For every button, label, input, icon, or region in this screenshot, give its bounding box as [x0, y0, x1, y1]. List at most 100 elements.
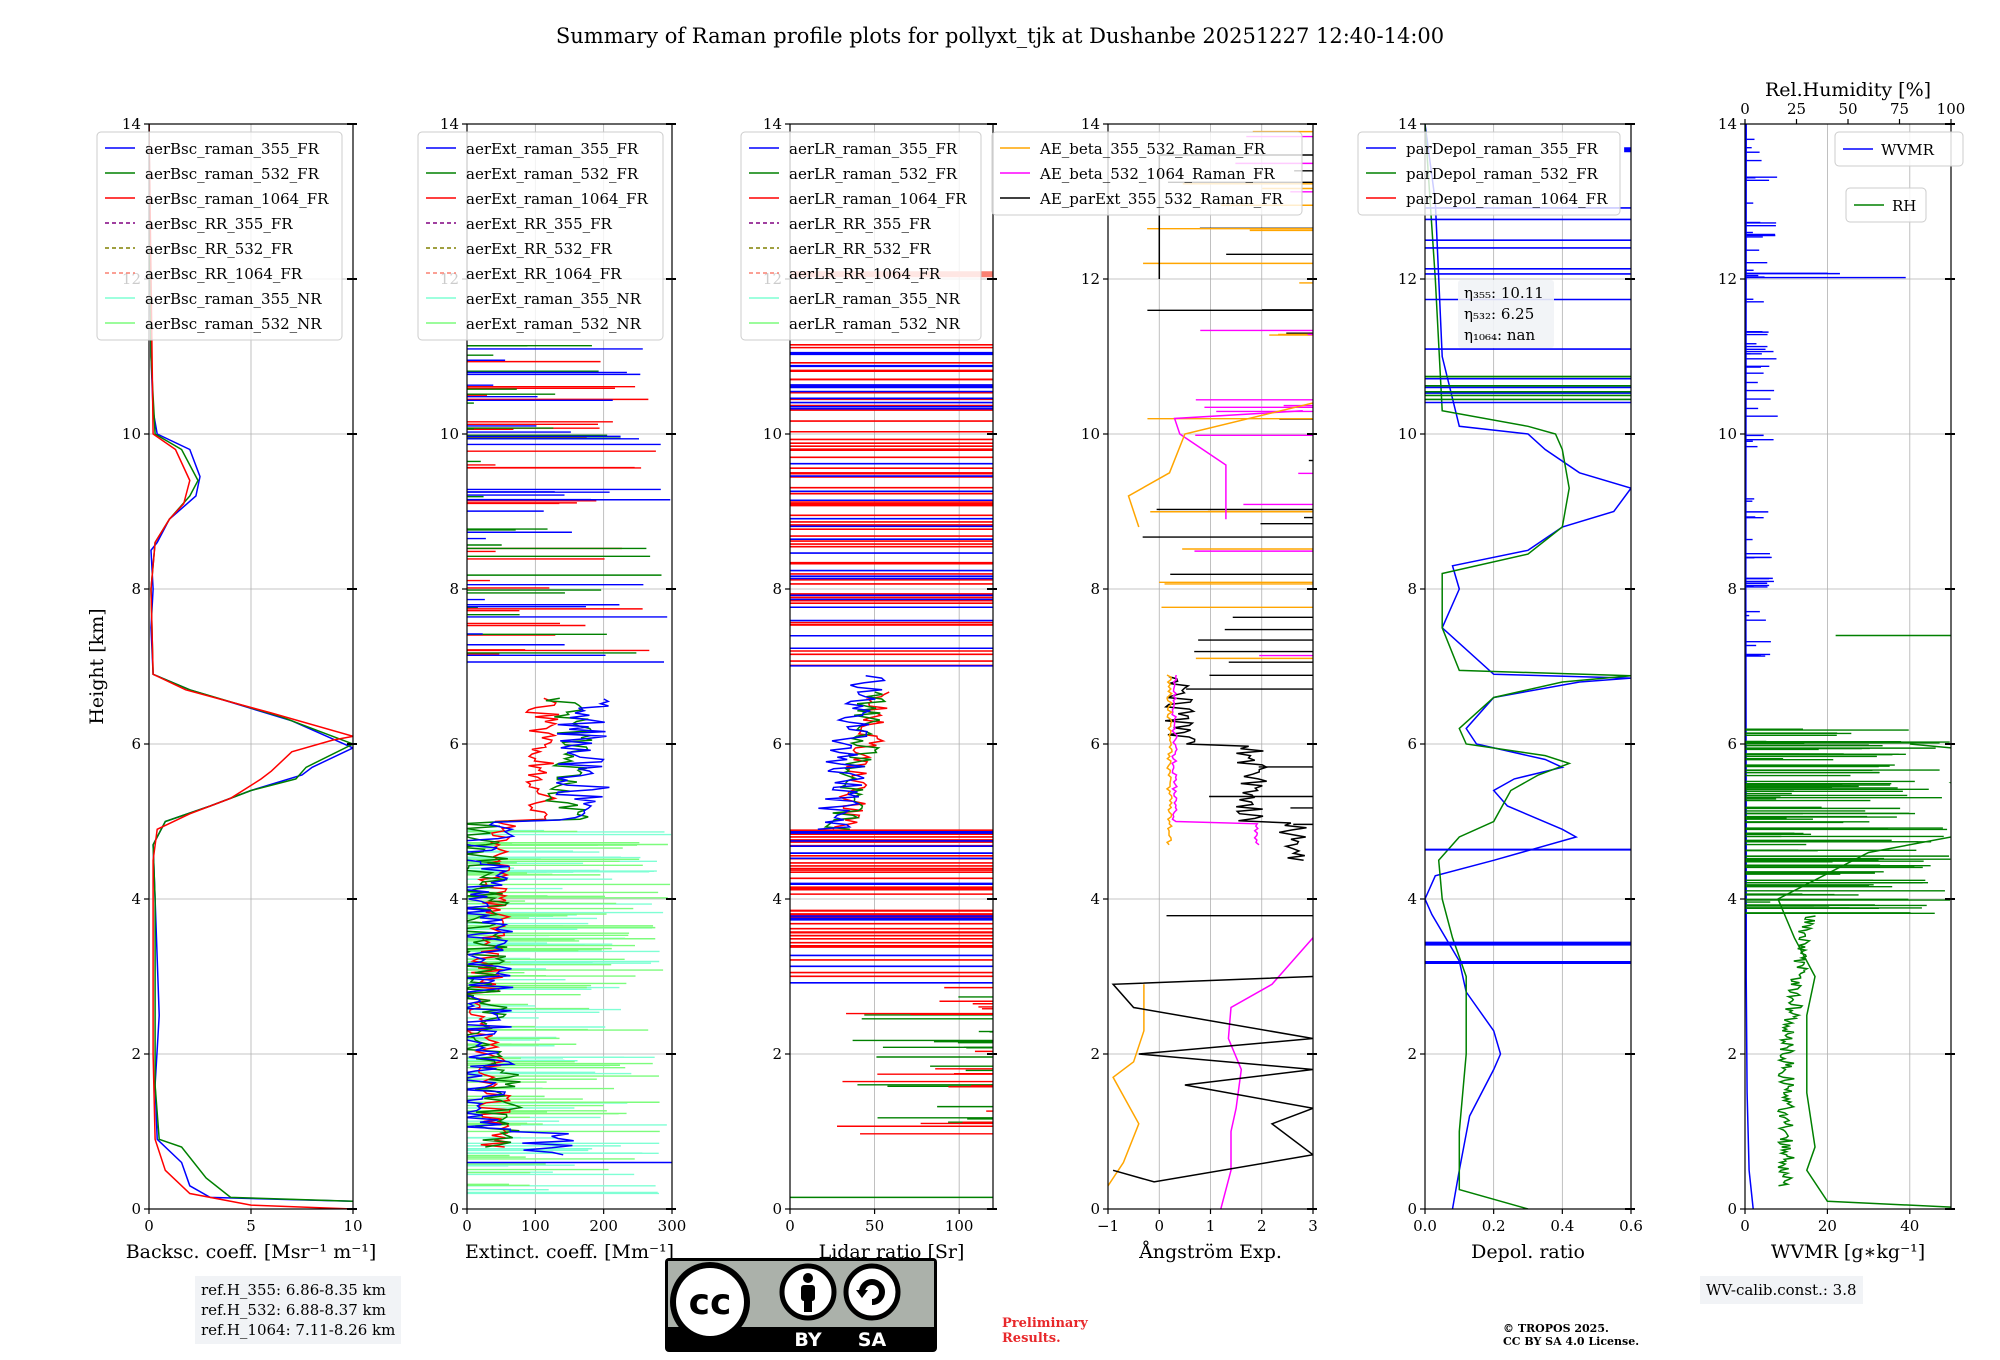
- x-tick-label: 100: [945, 1217, 974, 1235]
- top-x-tick-label: 0: [1740, 100, 1750, 118]
- plot-area-wvmr: [1745, 124, 1951, 1209]
- y-tick-label: 0: [1727, 1200, 1737, 1218]
- x-tick-label: 40: [1900, 1217, 1919, 1235]
- legend-label: aerBsc_RR_355_FR: [145, 215, 293, 233]
- y-tick-label: 0: [1090, 1200, 1100, 1218]
- ref-height-1064: ref.H_1064: 7.11-8.26 km: [201, 1321, 396, 1339]
- legend-box: [740, 131, 982, 341]
- y-tick-label: 0: [772, 1200, 782, 1218]
- legend-label: aerExt_raman_355_NR: [466, 290, 642, 308]
- legend-box-WVMR: [1834, 131, 1964, 167]
- legend-label: aerLR_raman_532_FR: [789, 165, 958, 183]
- y-tick-label: 2: [1407, 1045, 1417, 1063]
- y-tick-label: 2: [1090, 1045, 1100, 1063]
- depol-355-band-2: [1425, 961, 1631, 964]
- x-tick-label: 50: [865, 1217, 884, 1235]
- legend-label: aerBsc_raman_1064_FR: [145, 190, 329, 208]
- share-alike-icon: [843, 1263, 901, 1321]
- y-tick-label: 8: [1407, 580, 1417, 598]
- series-aerLR_raman_355_FR: [817, 675, 887, 831]
- eta-annotation-eta1064: η₁₀₆₄: nan: [1464, 326, 1535, 344]
- series-parDepol_raman_355_FR: [1425, 124, 1631, 1209]
- series-WVMR: [1745, 124, 1754, 1209]
- by-label: BY: [794, 1329, 821, 1351]
- y-tick-label: 12: [1081, 270, 1100, 288]
- y-tick-label: 10: [1398, 425, 1417, 443]
- legend-label: aerBsc_RR_532_FR: [145, 240, 293, 258]
- x-tick-label: 100: [521, 1217, 550, 1235]
- y-tick-label: 12: [1398, 270, 1417, 288]
- reference-height-box: ref.H_355: 6.86-8.35 km ref.H_532: 6.88-…: [195, 1276, 402, 1344]
- panel-backscatter: 024681012140510Backsc. coeff. [Msr⁻¹ m⁻¹…: [86, 115, 376, 1263]
- wv-calib-text: WV-calib.const.: 3.8: [1706, 1281, 1857, 1299]
- ref-height-532: ref.H_532: 6.88-8.37 km: [201, 1301, 386, 1319]
- panel-depol: 0 2 4 6 8 10 12 14 0.0 0.2 0.4 0.6 Depol. ratio parDe…: [1357, 115, 1643, 1263]
- legend-label: aerExt_RR_1064_FR: [466, 265, 622, 283]
- axes-frame: [1424, 123, 1632, 1210]
- top-x-tick-label: 75: [1890, 100, 1909, 118]
- plot-area-lidar_ratio: [790, 271, 993, 1199]
- x-tick-label: 0: [462, 1217, 472, 1235]
- y-tick-label: 2: [131, 1045, 141, 1063]
- x-tick-label: 200: [589, 1217, 618, 1235]
- figure-title: Summary of Raman profile plots for polly…: [556, 24, 1444, 48]
- legend-label: RH: [1892, 197, 1916, 215]
- legend-label: aerExt_raman_355_FR: [466, 140, 639, 158]
- plot-area-depol: [1425, 124, 1631, 1209]
- y-tick-label: 8: [449, 580, 459, 598]
- axes-frame: [789, 123, 994, 1210]
- x-tick-label: 0.4: [1550, 1217, 1574, 1235]
- y-tick-label: 8: [1727, 580, 1737, 598]
- panels: 0 2 4 6 8 10 12 14 0 5 10 Backsc. coeff. [Msr⁻¹ m⁻¹…: [86, 79, 1965, 1263]
- legend-label: aerBsc_raman_355_FR: [145, 140, 320, 158]
- y-tick-label: 14: [1081, 115, 1100, 133]
- y-tick-label: 6: [1090, 735, 1100, 753]
- y-tick-label: 8: [131, 580, 141, 598]
- x-tick-label: 0: [1154, 1217, 1164, 1235]
- legend-label: aerLR_RR_1064_FR: [789, 265, 941, 283]
- x-tick-label: 10: [343, 1217, 362, 1235]
- y-tick-label: 10: [122, 425, 141, 443]
- ae-parext-mid: [1163, 675, 1307, 862]
- depol-355-band: [1425, 941, 1631, 946]
- y-tick-label: 6: [131, 735, 141, 753]
- top-x-tick-label: 50: [1838, 100, 1857, 118]
- ae-532-1064-mid: [1171, 674, 1260, 846]
- legend-label: aerExt_raman_1064_FR: [466, 190, 648, 208]
- x-axis-label: Lidar ratio [Sr]: [819, 1241, 965, 1263]
- legend-label: parDepol_raman_1064_FR: [1406, 190, 1608, 208]
- legend-label: AE_beta_355_532_Raman_FR: [1039, 140, 1266, 158]
- x-tick-label: 0.0: [1413, 1217, 1437, 1235]
- y-tick-label: 10: [1718, 425, 1737, 443]
- y-tick-label: 0: [131, 1200, 141, 1218]
- ae-355-532-mid: [1165, 674, 1174, 846]
- legend-label: aerLR_raman_355_NR: [789, 290, 960, 308]
- eta-annotation-box: [1458, 280, 1554, 348]
- cc-by-sa-logo: cc BY SA: [665, 1258, 937, 1352]
- axes-frame: [466, 123, 673, 1210]
- x-tick-label: 0: [785, 1217, 795, 1235]
- tropos-line-1: © TROPOS 2025.: [1503, 1322, 1609, 1335]
- legend-label: aerBsc_raman_532_FR: [145, 165, 320, 183]
- legend-label: aerBsc_raman_355_NR: [145, 290, 322, 308]
- legend-label: parDepol_raman_355_FR: [1406, 140, 1599, 158]
- y-tick-label: 8: [772, 580, 782, 598]
- x-tick-label: 0.2: [1482, 1217, 1506, 1235]
- series-AE_beta_532_1064_Raman_FR: [1220, 937, 1313, 1209]
- legend-label: aerBsc_RR_1064_FR: [145, 265, 303, 283]
- x-tick-label: 5: [246, 1217, 256, 1235]
- eta-annotation-eta532: η₅₃₂: 6.25: [1464, 305, 1534, 323]
- y-tick-label: 0: [449, 1200, 459, 1218]
- series-AE_beta_355_532_Raman_FR: [1108, 984, 1145, 1187]
- y-tick-label: 0: [1407, 1200, 1417, 1218]
- y-tick-label: 4: [449, 890, 459, 908]
- series-aerExt_raman_532_FR: [467, 697, 593, 1148]
- legend-label: aerLR_raman_532_NR: [789, 315, 960, 333]
- x-axis-label: Extinct. coeff. [Mm⁻¹]: [465, 1241, 674, 1263]
- y-tick-label: 14: [1398, 115, 1417, 133]
- x-tick-label: 2: [1257, 1217, 1267, 1235]
- x-axis-label: Backsc. coeff. [Msr⁻¹ m⁻¹]: [126, 1241, 377, 1263]
- y-tick-label: 14: [122, 115, 141, 133]
- y-tick-label: 10: [1081, 425, 1100, 443]
